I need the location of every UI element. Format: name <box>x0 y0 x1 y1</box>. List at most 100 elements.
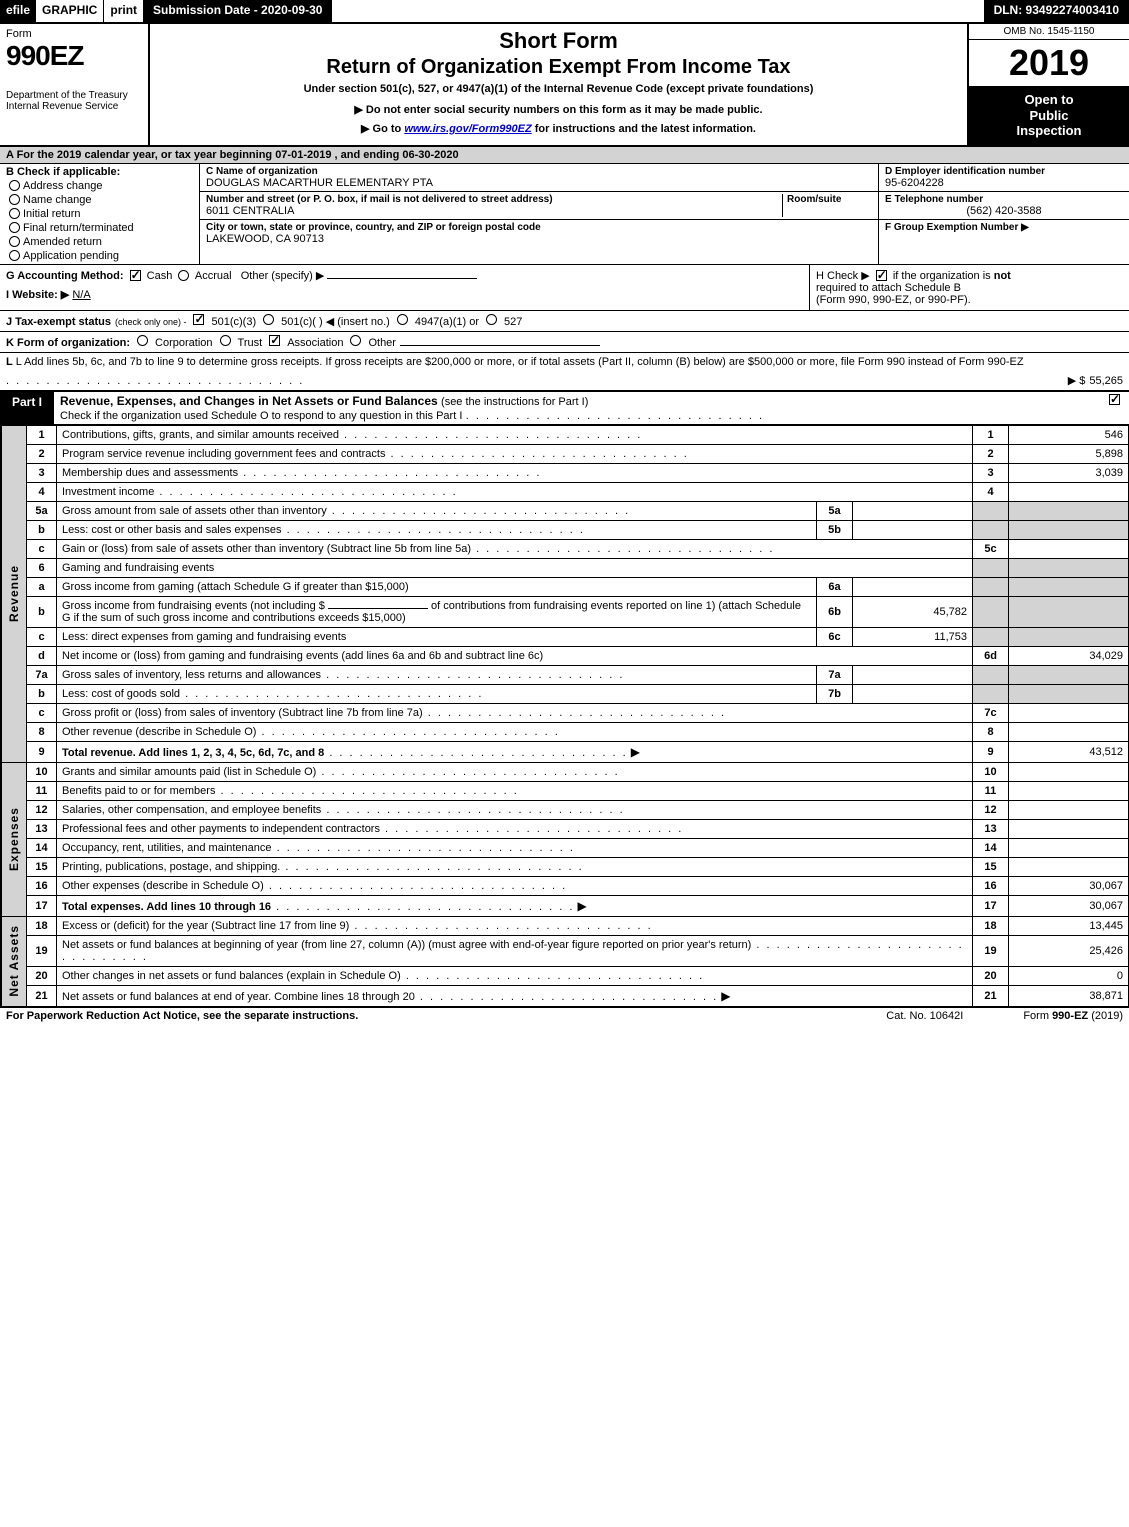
goto-pre: ▶ Go to <box>361 123 404 135</box>
val-7c <box>1009 703 1129 722</box>
l-text: L L Add lines 5b, 6c, and 7b to line 9 t… <box>6 356 1024 368</box>
val-21: 38,871 <box>1009 985 1129 1006</box>
row-8: 8 Other revenue (describe in Schedule O)… <box>1 722 1129 741</box>
part1-title: Revenue, Expenses, and Changes in Net As… <box>60 394 438 408</box>
val-6a <box>853 577 973 596</box>
ein-value: 95-6204228 <box>885 177 1123 189</box>
val-11 <box>1009 781 1129 800</box>
k-other-check[interactable] <box>350 335 361 346</box>
row-21: 21 Net assets or fund balances at end of… <box>1 985 1129 1006</box>
c-street-cell: Number and street (or P. O. box, if mail… <box>200 192 878 220</box>
row-5a: 5a Gross amount from sale of assets othe… <box>1 501 1129 520</box>
c-name-cell: C Name of organization DOUGLAS MACARTHUR… <box>200 164 878 192</box>
netassets-vlabel: Net Assets <box>1 916 27 1006</box>
form-header: Form 990EZ Department of the Treasury In… <box>0 24 1129 147</box>
val-6c: 11,753 <box>853 627 973 646</box>
k-assoc-check[interactable] <box>269 335 280 346</box>
val-17: 30,067 <box>1009 895 1129 916</box>
section-b: B Check if applicable: Address change Na… <box>0 164 200 264</box>
j-527-check[interactable] <box>486 314 497 325</box>
header-right: OMB No. 1545-1150 2019 Open to Public In… <box>969 24 1129 145</box>
part1-dots <box>466 410 764 422</box>
section-g: G Accounting Method: Cash Accrual Other … <box>0 265 809 310</box>
row-4: 4 Investment income 4 <box>1 482 1129 501</box>
val-4 <box>1009 482 1129 501</box>
b-opt-amended-return[interactable]: Amended return <box>6 236 193 248</box>
lines-table: Revenue 1 Contributions, gifts, grants, … <box>0 425 1129 1007</box>
org-city: LAKEWOOD, CA 90713 <box>206 233 872 245</box>
line-l-value: ▶ $ 55,265 <box>0 371 1129 390</box>
open-line3: Inspection <box>973 123 1125 139</box>
b-header: B Check if applicable: <box>6 166 193 178</box>
graphic-label: GRAPHIC <box>36 0 104 22</box>
part1-check-col <box>1089 392 1129 424</box>
j-4947-check[interactable] <box>397 314 408 325</box>
val-8 <box>1009 722 1129 741</box>
e-tel-label: E Telephone number <box>885 194 1123 205</box>
val-18: 13,445 <box>1009 916 1129 935</box>
open-line2: Public <box>973 108 1125 124</box>
row-6b: b Gross income from fundraising events (… <box>1 596 1129 627</box>
g-other: Other (specify) ▶ <box>241 270 325 282</box>
row-19: 19 Net assets or fund balances at beginn… <box>1 935 1129 966</box>
top-bar: efile GRAPHIC print Submission Date - 20… <box>0 0 1129 24</box>
row-1: Revenue 1 Contributions, gifts, grants, … <box>1 425 1129 444</box>
header-left: Form 990EZ Department of the Treasury In… <box>0 24 150 145</box>
part1-label: Part I <box>0 392 54 424</box>
footer-cat: Cat. No. 10642I <box>886 1010 963 1022</box>
g-cash-check[interactable] <box>130 270 141 281</box>
g-accrual-check[interactable] <box>178 270 189 281</box>
k-other-input[interactable] <box>400 345 600 346</box>
j-o2: 501(c)( ) ◀ (insert no.) <box>281 315 390 328</box>
short-form-label: Short Form <box>158 28 959 54</box>
print-button[interactable]: print <box>104 0 143 22</box>
b-opt-address-change[interactable]: Address change <box>6 180 193 192</box>
row-16: 16 Other expenses (describe in Schedule … <box>1 876 1129 895</box>
line-k: K Form of organization: Corporation Trus… <box>0 332 1129 353</box>
h-checkbox[interactable] <box>876 270 887 281</box>
k-trust-check[interactable] <box>220 335 231 346</box>
6b-blank[interactable] <box>328 608 428 609</box>
row-13: 13 Professional fees and other payments … <box>1 819 1129 838</box>
c-name-label: C Name of organization <box>206 166 872 177</box>
irs-link[interactable]: www.irs.gov/Form990EZ <box>404 123 531 135</box>
val-5a <box>853 501 973 520</box>
b-opt-name-change[interactable]: Name change <box>6 194 193 206</box>
open-line1: Open to <box>973 92 1125 108</box>
row-17: 17 Total expenses. Add lines 10 through … <box>1 895 1129 916</box>
k-corp-check[interactable] <box>137 335 148 346</box>
val-7b <box>853 684 973 703</box>
footer-left: For Paperwork Reduction Act Notice, see … <box>6 1010 886 1022</box>
g-other-input[interactable] <box>327 278 477 279</box>
b-opt-final-return[interactable]: Final return/terminated <box>6 222 193 234</box>
j-o1: 501(c)(3) <box>211 316 256 328</box>
arrow-icon: ▶ <box>631 745 640 759</box>
row-18: Net Assets 18 Excess or (deficit) for th… <box>1 916 1129 935</box>
k-o4: Other <box>368 337 396 349</box>
k-label: K Form of organization: <box>6 337 130 349</box>
h-text4: (Form 990, 990-EZ, or 990-PF). <box>816 294 971 306</box>
section-def: D Employer identification number 95-6204… <box>879 164 1129 264</box>
row-3: 3 Membership dues and assessments 3 3,03… <box>1 463 1129 482</box>
c-street-label: Number and street (or P. O. box, if mail… <box>206 194 782 205</box>
c-city-cell: City or town, state or province, country… <box>200 220 878 247</box>
c-city-label: City or town, state or province, country… <box>206 222 872 233</box>
j-label: J Tax-exempt status <box>6 316 111 328</box>
form-number: 990EZ <box>6 40 142 72</box>
val-5c <box>1009 539 1129 558</box>
goto-post: for instructions and the latest informat… <box>535 123 756 135</box>
row-5c: c Gain or (loss) from sale of assets oth… <box>1 539 1129 558</box>
b-opt-application-pending[interactable]: Application pending <box>6 250 193 262</box>
row-10: Expenses 10 Grants and similar amounts p… <box>1 762 1129 781</box>
b-opt-initial-return[interactable]: Initial return <box>6 208 193 220</box>
part1-schedule-o-check[interactable] <box>1109 394 1120 405</box>
header-middle: Short Form Return of Organization Exempt… <box>150 24 969 145</box>
j-501c3-check[interactable] <box>193 314 204 325</box>
j-501c-check[interactable] <box>263 314 274 325</box>
omb-number: OMB No. 1545-1150 <box>969 24 1129 40</box>
row-15: 15 Printing, publications, postage, and … <box>1 857 1129 876</box>
val-19: 25,426 <box>1009 935 1129 966</box>
i-label: I Website: ▶ <box>6 289 69 301</box>
g-cash: Cash <box>147 270 173 282</box>
irs-label: Internal Revenue Service <box>6 101 142 112</box>
